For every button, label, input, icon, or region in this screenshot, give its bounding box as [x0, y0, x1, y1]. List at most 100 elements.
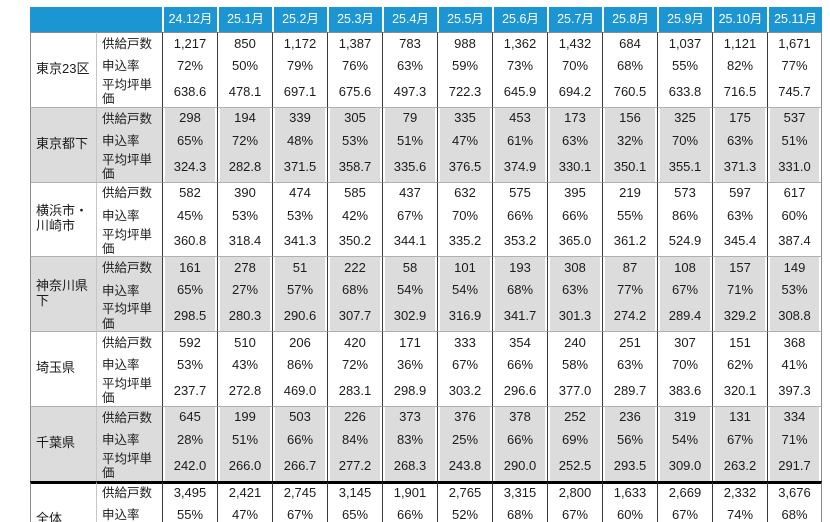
- table-cell: 301.3: [547, 302, 602, 331]
- table-cell: 850: [217, 32, 272, 55]
- table-cell: 161: [162, 256, 217, 280]
- table-cell: 65%: [162, 279, 217, 303]
- table-cell: 63%: [382, 55, 437, 78]
- table-cell: 47%: [217, 503, 272, 522]
- table-cell: 305: [327, 106, 382, 130]
- table-row: 平均坪単価 360.8 318.4 341.3 350.2 344.1 335.2 353.2…: [30, 227, 822, 257]
- table-cell: 263.2: [712, 451, 767, 481]
- table-cell: 617: [767, 181, 822, 205]
- table-cell: 469.0: [272, 377, 327, 406]
- table-cell: 2,745: [272, 480, 327, 504]
- table-cell: 716.5: [712, 78, 767, 107]
- table-row: 申込率 65% 27% 57% 68% 54% 54% 68% 63% 77% 67% 71% 53%: [30, 279, 822, 303]
- metric-label: 申込率: [96, 55, 162, 78]
- table-cell: 478.1: [217, 78, 272, 107]
- table-cell: 329.2: [712, 302, 767, 331]
- metric-label: 供給戸数: [96, 32, 162, 55]
- table-cell: 2,332: [712, 480, 767, 504]
- table-cell: 2,669: [657, 480, 712, 504]
- table-cell: 387.4: [767, 227, 822, 257]
- table-cell: 350.1: [602, 152, 657, 182]
- table-cell: 298.9: [382, 377, 437, 406]
- table-cell: 3,676: [767, 480, 822, 504]
- table-cell: 358.7: [327, 152, 382, 182]
- table-cell: 320.1: [712, 377, 767, 406]
- table-cell: 65%: [327, 503, 382, 522]
- table-cell: 25%: [437, 428, 492, 452]
- table-cell: 397.3: [767, 377, 822, 406]
- table-cell: 55%: [162, 503, 217, 522]
- table-cell: 575: [492, 181, 547, 205]
- table-cell: 57%: [272, 279, 327, 303]
- table-cell: 341.3: [272, 227, 327, 257]
- table-cell: 70%: [657, 129, 712, 153]
- table-cell: 68%: [767, 503, 822, 522]
- table-cell: 1,432: [547, 32, 602, 55]
- table-cell: 319: [657, 405, 712, 429]
- table-cell: 344.1: [382, 227, 437, 257]
- table-row: 申込率 72% 50% 79% 76% 63% 59% 73% 70% 68% 55% 82% 77%: [30, 55, 822, 78]
- table-cell: 694.2: [547, 78, 602, 107]
- table-cell: 303.2: [437, 377, 492, 406]
- table-cell: 341.7: [492, 302, 547, 331]
- table-row: 平均坪単価 237.7 272.8 469.0 283.1 298.9 303.2 296.6…: [30, 377, 822, 406]
- table-cell: 371.5: [272, 152, 327, 182]
- table-cell: 573: [657, 181, 712, 205]
- table-cell: 760.5: [602, 78, 657, 107]
- metric-label: 平均坪単価: [96, 377, 162, 406]
- table-cell: 74%: [712, 503, 767, 522]
- month-header: 25.9月: [657, 7, 712, 32]
- table-cell: 335.6: [382, 152, 437, 182]
- regional-monthly-table-wrap: 24.12月 25.1月 25.2月 25.3月 25.4月 25.5月 25.6月 25.7…: [30, 7, 822, 522]
- table-cell: 70%: [657, 354, 712, 377]
- month-header-row: 24.12月 25.1月 25.2月 25.3月 25.4月 25.5月 25.6月 25.7…: [30, 7, 822, 32]
- table-cell: 308: [547, 256, 602, 280]
- table-cell: 68%: [327, 279, 382, 303]
- table-cell: 377.0: [547, 377, 602, 406]
- table-cell: 79%: [272, 55, 327, 78]
- region-label: 埼玉県: [30, 331, 96, 406]
- table-cell: 54%: [657, 428, 712, 452]
- table-cell: 242.0: [162, 451, 217, 481]
- metric-label: 供給戸数: [96, 106, 162, 130]
- table-cell: 1,671: [767, 32, 822, 55]
- table-cell: 237.7: [162, 377, 217, 406]
- table-cell: 1,387: [327, 32, 382, 55]
- table-cell: 42%: [327, 204, 382, 228]
- table-cell: 52%: [437, 503, 492, 522]
- table-cell: 60%: [602, 503, 657, 522]
- table-cell: 70%: [547, 55, 602, 78]
- table-cell: 149: [767, 256, 822, 280]
- month-header: 25.2月: [272, 7, 327, 32]
- table-cell: 58: [382, 256, 437, 280]
- table-cell: 3,495: [162, 480, 217, 504]
- table-cell: 353.2: [492, 227, 547, 257]
- table-cell: 307: [657, 331, 712, 354]
- table-cell: 324.3: [162, 152, 217, 182]
- metric-label: 供給戸数: [96, 405, 162, 429]
- table-cell: 54%: [437, 279, 492, 303]
- table-row: 横浜市・ 川崎市 供給戸数 582 390 474 585 437 632 575 395 219 5…: [30, 181, 822, 257]
- table-row: 申込率 28% 51% 66% 84% 83% 25% 66% 69% 56% 54% 67% 71%: [30, 428, 822, 452]
- table-cell: 368: [767, 331, 822, 354]
- table-cell: 71%: [767, 428, 822, 452]
- table-row: 平均坪単価 638.6 478.1 697.1 675.6 497.3 722.3 645.9…: [30, 78, 822, 107]
- table-cell: 171: [382, 331, 437, 354]
- table-cell: 67%: [657, 503, 712, 522]
- table-cell: 289.7: [602, 377, 657, 406]
- table-cell: 43%: [217, 354, 272, 377]
- table-cell: 79: [382, 106, 437, 130]
- table-cell: 307.7: [327, 302, 382, 331]
- table-cell: 293.5: [602, 451, 657, 481]
- table-row: 申込率 45% 53% 53% 42% 67% 70% 66% 66% 55% 86% 63% 60%: [30, 204, 822, 228]
- table-body: 東京23区 供給戸数 1,217 850 1,172 1,387 783 988 1,362 1,…: [30, 32, 822, 522]
- table-cell: 77%: [602, 279, 657, 303]
- table-cell: 252: [547, 405, 602, 429]
- table-cell: 51: [272, 256, 327, 280]
- table-cell: 268.3: [382, 451, 437, 481]
- table-cell: 240: [547, 331, 602, 354]
- metric-label: 供給戸数: [96, 480, 162, 504]
- table-cell: 32%: [602, 129, 657, 153]
- corner-header-cell: [30, 7, 162, 32]
- table-cell: 66%: [492, 428, 547, 452]
